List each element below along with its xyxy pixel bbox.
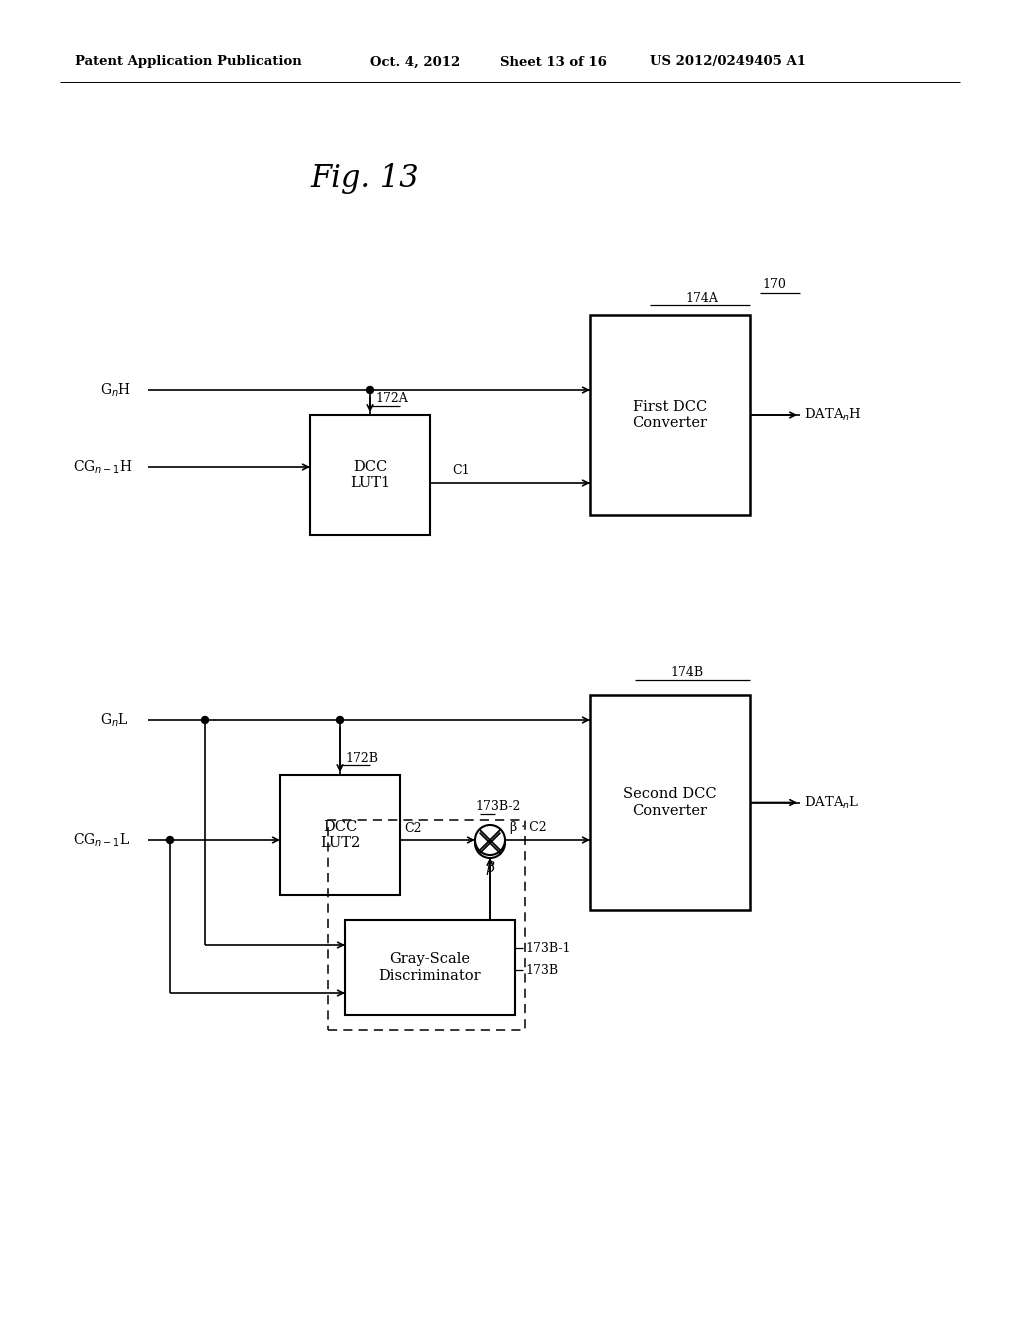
Text: 172A: 172A bbox=[375, 392, 408, 404]
Text: Second DCC
Converter: Second DCC Converter bbox=[624, 788, 717, 817]
Bar bbox=[590, 696, 750, 909]
Text: US 2012/0249405 A1: US 2012/0249405 A1 bbox=[650, 55, 806, 69]
Text: CG$_{n-1}$H: CG$_{n-1}$H bbox=[73, 458, 133, 475]
Text: C2: C2 bbox=[404, 821, 422, 834]
Text: DATA$_{n}$L: DATA$_{n}$L bbox=[804, 795, 859, 810]
Bar bbox=[310, 414, 430, 535]
Text: 173B-2: 173B-2 bbox=[475, 800, 520, 813]
Text: Sheet 13 of 16: Sheet 13 of 16 bbox=[500, 55, 607, 69]
Text: DCC
LUT1: DCC LUT1 bbox=[350, 459, 390, 490]
Bar bbox=[345, 920, 515, 1015]
Text: 170: 170 bbox=[762, 279, 785, 292]
Bar bbox=[590, 315, 750, 515]
Text: DCC
LUT2: DCC LUT2 bbox=[319, 820, 360, 850]
Circle shape bbox=[367, 387, 374, 393]
Text: 174A: 174A bbox=[685, 292, 718, 305]
Text: β · C2: β · C2 bbox=[510, 821, 547, 833]
Text: β: β bbox=[486, 861, 494, 875]
Text: Fig. 13: Fig. 13 bbox=[310, 162, 419, 194]
Circle shape bbox=[475, 828, 505, 858]
Bar bbox=[280, 775, 400, 895]
Text: 173B: 173B bbox=[525, 964, 558, 977]
Circle shape bbox=[475, 825, 505, 855]
Text: Patent Application Publication: Patent Application Publication bbox=[75, 55, 302, 69]
Text: C1: C1 bbox=[452, 463, 470, 477]
Text: CG$_{n-1}$L: CG$_{n-1}$L bbox=[73, 832, 130, 849]
Circle shape bbox=[202, 717, 209, 723]
Text: Gray-Scale
Discriminator: Gray-Scale Discriminator bbox=[379, 953, 481, 982]
Circle shape bbox=[337, 717, 343, 723]
Text: DATA$_{n}$H: DATA$_{n}$H bbox=[804, 407, 862, 422]
Circle shape bbox=[167, 837, 173, 843]
Text: Oct. 4, 2012: Oct. 4, 2012 bbox=[370, 55, 460, 69]
Text: G$_{n}$H: G$_{n}$H bbox=[100, 381, 131, 399]
Text: First DCC
Converter: First DCC Converter bbox=[633, 400, 708, 430]
Text: 172B: 172B bbox=[345, 751, 378, 764]
Text: 173B-1: 173B-1 bbox=[525, 941, 570, 954]
Text: 174B: 174B bbox=[670, 665, 703, 678]
Text: G$_{n}$L: G$_{n}$L bbox=[100, 711, 129, 729]
Bar bbox=[328, 820, 525, 1030]
